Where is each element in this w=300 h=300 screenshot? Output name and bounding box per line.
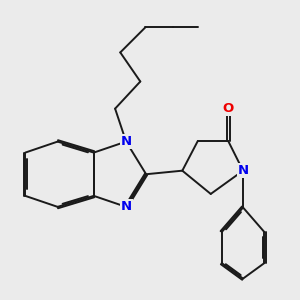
Text: N: N: [121, 200, 132, 213]
Text: N: N: [121, 135, 132, 148]
Text: N: N: [238, 164, 249, 177]
Text: O: O: [223, 102, 234, 115]
